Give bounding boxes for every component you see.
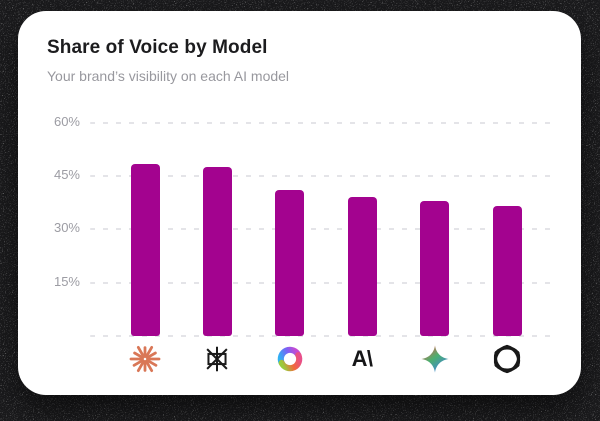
bar-google-gemini[interactable]: [420, 200, 450, 336]
y-tick-label-30: 30%: [53, 220, 80, 236]
share-of-voice-card: Share of Voice by Model Your brand’s vis…: [18, 11, 581, 395]
x-axis-icon-google-gemini: [418, 342, 452, 376]
y-tick-label-15: 15%: [53, 273, 80, 289]
gridline-0: [90, 335, 557, 337]
x-axis-icon-claude: [128, 342, 162, 376]
gridline-30: [90, 228, 557, 231]
gridline-45: [90, 175, 557, 177]
svg-text:A\: A\: [352, 346, 373, 371]
x-axis-icon-anthropic: A\: [345, 342, 379, 376]
page-subtitle: Your brand’s visibility on each AI model: [47, 68, 290, 84]
page-title: Share of Voice by Model: [47, 37, 268, 58]
x-axis-icon-openai-chatgpt: [490, 342, 524, 376]
x-axis-icon-perplexity: [200, 342, 234, 376]
bar-claude[interactable]: [130, 163, 160, 336]
gridline-15: [90, 281, 557, 284]
gridline-60: [90, 121, 557, 124]
bar-perplexity[interactable]: [202, 167, 232, 336]
x-axis-icon-microsoft-copilot: [273, 342, 307, 376]
bar-microsoft-copilot[interactable]: [275, 190, 305, 336]
openai-icon: [493, 344, 521, 374]
bar-openai-chatgpt[interactable]: [492, 206, 522, 336]
share-of-voice-bar-chart: 15% 30% 45% 60%: [18, 11, 581, 395]
y-tick-label-45: 45%: [53, 167, 80, 182]
perplexity-icon: [206, 346, 228, 372]
plot-area: [90, 112, 557, 337]
copilot-icon: [277, 346, 303, 372]
claude-icon: [129, 345, 161, 373]
y-tick-label-60: 60%: [53, 113, 80, 129]
anthropic-icon: A\: [352, 346, 374, 371]
bar-anthropic[interactable]: [347, 197, 377, 336]
gemini-icon: [420, 345, 449, 373]
